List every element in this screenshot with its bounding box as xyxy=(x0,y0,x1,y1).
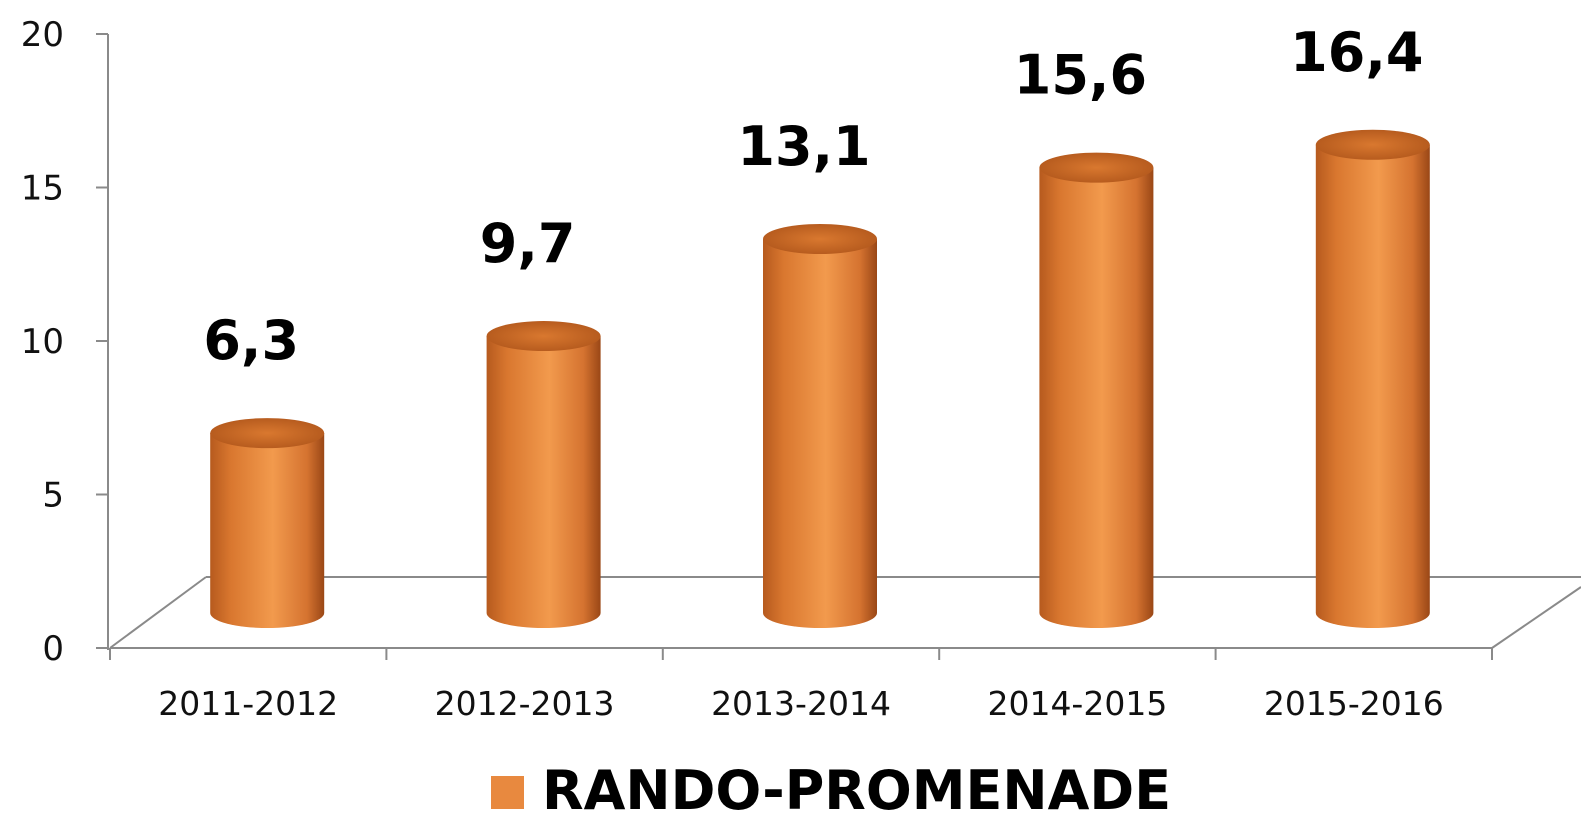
bar xyxy=(210,418,325,628)
x-category-label: 2011-2012 xyxy=(158,684,338,723)
x-category-label: 2014-2015 xyxy=(987,684,1167,723)
y-tick-label: 10 xyxy=(21,322,64,362)
bar-body xyxy=(210,433,325,628)
bar-series xyxy=(210,129,1430,628)
bar-top xyxy=(1039,152,1154,183)
y-tick-label: 20 xyxy=(21,15,64,55)
bar xyxy=(1039,152,1154,628)
bar xyxy=(763,223,877,628)
data-label: 9,7 xyxy=(480,212,576,275)
y-tick-label: 0 xyxy=(42,629,64,669)
legend-label: RANDO-PROMENADE xyxy=(542,759,1171,818)
y-tick-label: 5 xyxy=(42,476,64,516)
data-label: 15,6 xyxy=(1014,44,1147,107)
data-label: 16,4 xyxy=(1290,21,1423,84)
data-label: 13,1 xyxy=(737,115,870,178)
bar-top xyxy=(486,321,601,352)
legend-swatch xyxy=(491,776,524,809)
legend: RANDO-PROMENADE xyxy=(491,759,1171,818)
bar-top xyxy=(210,418,325,449)
x-category-label: 2012-2013 xyxy=(435,684,615,723)
x-axis: 2011-2012 2012-2013 2013-2014 2014-2015 2015… xyxy=(109,648,1493,723)
bar-body xyxy=(1039,167,1154,628)
x-category-label: 2013-2014 xyxy=(711,684,891,723)
y-axis: 0 5 10 15 20 xyxy=(21,15,109,669)
bar-top xyxy=(1315,129,1430,160)
bar xyxy=(1315,129,1430,628)
bar-body xyxy=(763,238,877,628)
bar-top xyxy=(763,223,877,254)
x-category-label: 2015-2016 xyxy=(1264,684,1444,723)
y-tick-label: 15 xyxy=(21,169,64,209)
bar-body xyxy=(1315,144,1430,628)
data-labels: 6,3 9,7 13,1 15,6 16,4 xyxy=(203,21,1423,372)
bar-body xyxy=(486,336,601,628)
bar xyxy=(486,321,601,628)
data-label: 6,3 xyxy=(203,309,299,372)
